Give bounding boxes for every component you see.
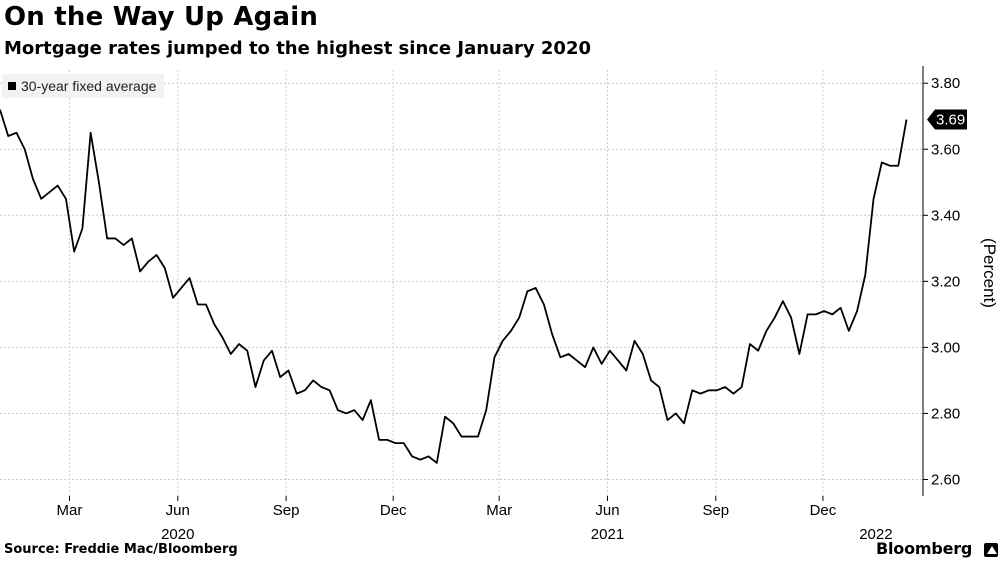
y-tick-label: 3.00 <box>931 339 960 356</box>
last-value-label: 3.69 <box>936 112 965 129</box>
y-tick-label: 3.40 <box>931 207 960 224</box>
legend-swatch <box>8 82 16 90</box>
y-tick-label: 2.80 <box>931 405 960 422</box>
y-tick-label: 3.20 <box>931 273 960 290</box>
x-tick-label: Dec <box>810 502 837 519</box>
chart-title: On the Way Up Again <box>4 2 319 32</box>
x-tick-label: Jun <box>595 502 619 519</box>
chart-subtitle: Mortgage rates jumped to the highest sin… <box>4 38 591 59</box>
source-note: Source: Freddie Mac/Bloomberg <box>4 542 238 557</box>
x-tick-label: Mar <box>57 502 83 519</box>
y-tick-label: 3.60 <box>931 141 960 158</box>
bloomberg-logo-icon <box>984 543 998 557</box>
brand-wordmark: Bloomberg <box>876 539 973 558</box>
series-line-30-year-fixed <box>0 109 908 464</box>
y-axis-label: (Percent) <box>980 238 999 308</box>
x-year-label: 2020 <box>161 526 194 543</box>
x-tick-label: Sep <box>273 502 300 519</box>
x-tick-label: Jun <box>166 502 190 519</box>
x-year-label: 2022 <box>859 526 892 543</box>
y-tick-label: 2.60 <box>931 471 960 488</box>
legend-label: 30-year fixed average <box>21 78 157 94</box>
x-tick-label: Mar <box>486 502 512 519</box>
x-year-label: 2021 <box>591 526 624 543</box>
last-value-badge <box>927 109 967 130</box>
x-tick-label: Sep <box>702 502 729 519</box>
y-tick-label: 3.80 <box>931 75 960 92</box>
legend: 30-year fixed average <box>2 74 165 98</box>
x-tick-label: Dec <box>380 502 407 519</box>
